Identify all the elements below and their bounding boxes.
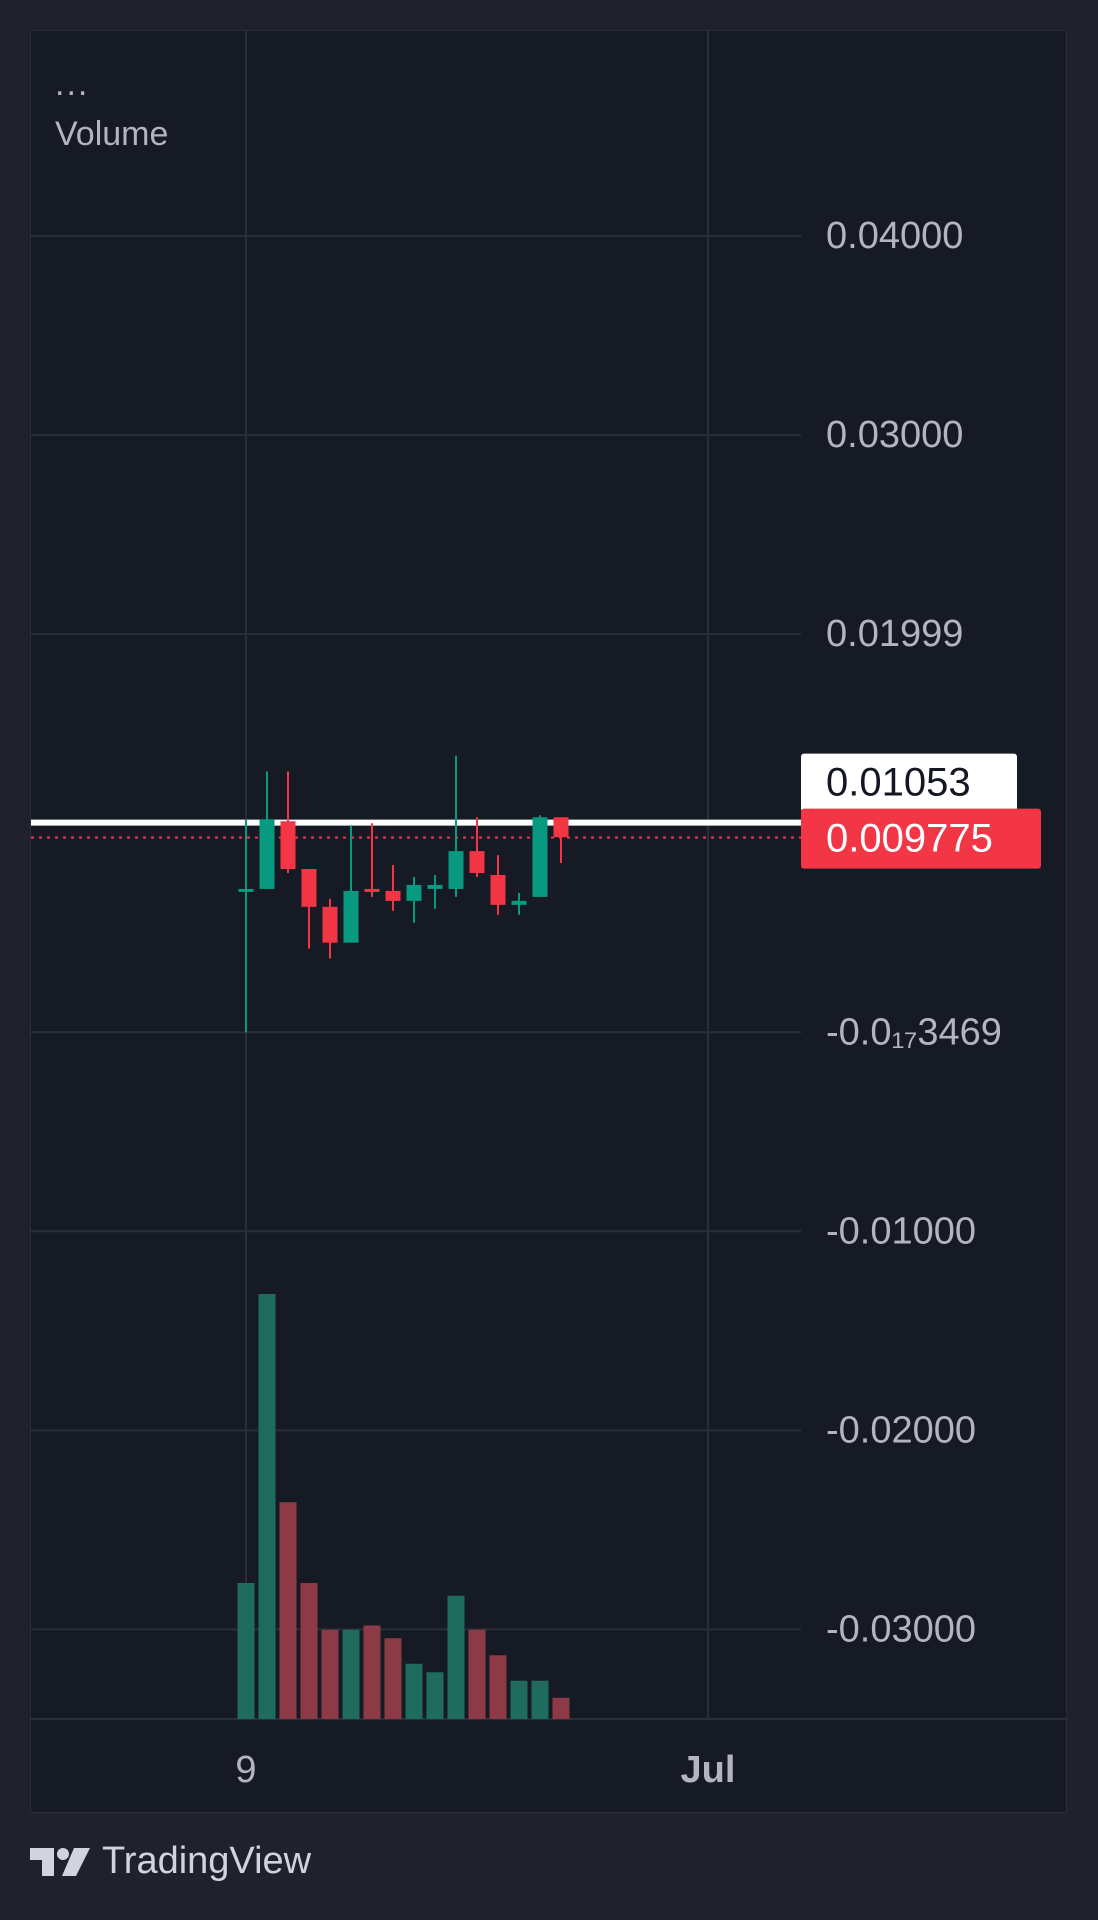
- legend-menu[interactable]: ...: [55, 65, 90, 103]
- candle-body: [343, 890, 359, 943]
- volume-bar: [489, 1655, 507, 1719]
- candle-body: [406, 884, 422, 901]
- chart-frame[interactable]: 0.04000 0.03000 0.01999 -0.0₁₇3469 -0.01000 -…: [30, 30, 1068, 1814]
- x-tick-label: Jul: [681, 1749, 736, 1791]
- candle-body: [364, 888, 380, 892]
- candle-body: [532, 817, 548, 897]
- volume-bar: [342, 1629, 360, 1719]
- volume-bar: [426, 1672, 444, 1719]
- volume-bar: [447, 1595, 465, 1719]
- x-tick-label: 9: [235, 1749, 256, 1791]
- crosshair-price-label: 0.01053: [826, 761, 971, 805]
- tradingview-brand[interactable]: TradingView: [30, 1840, 311, 1883]
- y-tick-label: -0.0₁₇3469: [826, 1011, 1002, 1053]
- volume-bar: [405, 1663, 423, 1719]
- y-tick-label: 0.01999: [826, 613, 963, 655]
- chart-canvas[interactable]: 0.04000 0.03000 0.01999 -0.0₁₇3469 -0.01000 -…: [31, 31, 1068, 1814]
- volume-bar: [258, 1294, 276, 1719]
- volume-bar: [552, 1697, 570, 1719]
- candle-body: [511, 900, 527, 905]
- last-price-label: 0.009775: [826, 817, 993, 861]
- volume-bar: [468, 1629, 486, 1719]
- candle-body: [448, 851, 464, 889]
- candle-body: [301, 869, 317, 907]
- y-tick-label: -0.02000: [826, 1409, 976, 1451]
- candle-body: [259, 819, 275, 889]
- legend-volume-label: Volume: [55, 115, 169, 153]
- candle-body: [238, 888, 254, 892]
- candle-body: [469, 851, 485, 874]
- y-tick-label: -0.01000: [826, 1210, 976, 1252]
- candle-body: [280, 821, 296, 870]
- candle-body: [490, 875, 506, 905]
- volume-bar: [510, 1680, 528, 1719]
- candle-body: [427, 884, 443, 889]
- y-tick-label: 0.04000: [826, 215, 963, 257]
- y-tick-label: -0.03000: [826, 1608, 976, 1650]
- volume-bar: [363, 1625, 381, 1719]
- tradingview-logo-icon: [30, 1847, 90, 1876]
- volume-bar: [279, 1502, 297, 1719]
- brand-name: TradingView: [102, 1840, 312, 1882]
- volume-bar: [237, 1583, 255, 1719]
- volume-bar: [531, 1680, 549, 1719]
- volume-bar: [384, 1638, 402, 1719]
- volume-bar: [300, 1583, 318, 1719]
- candle-body: [385, 890, 401, 901]
- last-price-tag: [801, 808, 1041, 869]
- candle-body: [553, 817, 569, 838]
- crosshair-price-tag: [801, 753, 1017, 812]
- candle-body: [322, 906, 338, 943]
- y-tick-label: 0.03000: [826, 414, 963, 456]
- volume-bar: [321, 1629, 339, 1719]
